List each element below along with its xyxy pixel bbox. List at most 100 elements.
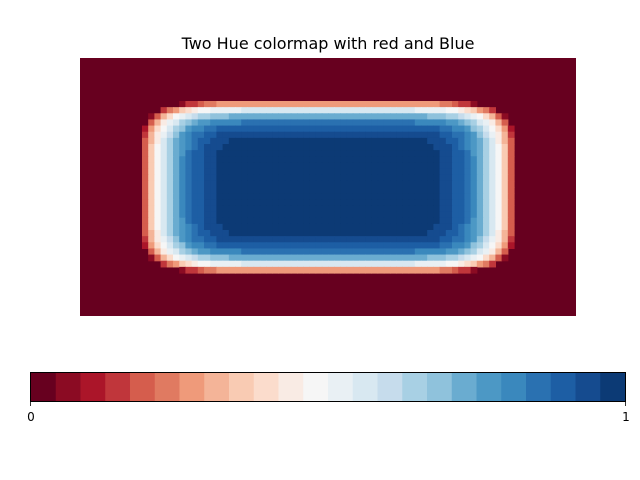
heatmap-cell — [352, 174, 360, 182]
heatmap-cell — [142, 199, 149, 207]
heatmap-cell — [470, 187, 478, 194]
heatmap-cell — [334, 125, 341, 133]
heatmap-cell — [247, 119, 255, 127]
heatmap-cell — [427, 248, 434, 256]
heatmap-cell — [297, 125, 304, 133]
heatmap-cell — [216, 107, 224, 114]
heatmap-cell — [439, 199, 447, 207]
heatmap-cell — [228, 101, 236, 108]
heatmap-cell — [396, 125, 403, 133]
heatmap-cell — [303, 168, 310, 176]
heatmap-cell — [489, 107, 496, 114]
heatmap-cell — [216, 144, 224, 151]
heatmap-cell — [284, 162, 292, 170]
heatmap-cell — [346, 266, 354, 274]
heatmap-cell — [241, 223, 248, 231]
heatmap-cell — [334, 248, 341, 256]
heatmap-cell — [142, 174, 149, 182]
heatmap-cell — [445, 223, 453, 231]
heatmap-cell — [315, 236, 323, 243]
heatmap-cell — [204, 125, 211, 133]
heatmap-cell — [396, 113, 403, 121]
heatmap-cell — [445, 137, 453, 145]
heatmap-cell — [266, 156, 273, 164]
heatmap-cell — [284, 236, 292, 243]
heatmap-cell — [148, 236, 155, 243]
heatmap-cell — [309, 137, 317, 145]
heatmap-cell — [272, 254, 279, 262]
heatmap-cell — [222, 144, 230, 151]
heatmap-cell — [315, 168, 323, 176]
heatmap-cell — [445, 144, 453, 151]
heatmap-cell — [266, 223, 273, 231]
heatmap-cell — [377, 211, 385, 219]
heatmap-cell — [228, 242, 236, 250]
heatmap-plot-area — [80, 58, 576, 316]
heatmap-cell — [458, 125, 465, 133]
heatmap-cell — [414, 125, 422, 133]
heatmap-cell — [166, 217, 174, 225]
heatmap-cell — [290, 248, 298, 256]
heatmap-cell — [222, 101, 230, 108]
heatmap-cell — [433, 144, 441, 151]
heatmap-cell — [197, 199, 205, 207]
heatmap-cell — [359, 113, 366, 121]
heatmap-cell — [452, 260, 459, 268]
heatmap-cell — [204, 217, 211, 225]
heatmap-cell — [396, 211, 403, 219]
heatmap-cell — [359, 107, 366, 114]
heatmap-cell — [321, 187, 329, 194]
heatmap-cell — [396, 137, 403, 145]
heatmap-cell — [185, 168, 193, 176]
heatmap-cell — [179, 266, 186, 274]
heatmap-cell — [272, 125, 279, 133]
heatmap-cell — [352, 131, 360, 139]
heatmap-cell — [315, 144, 323, 151]
heatmap-cell — [222, 137, 230, 145]
heatmap-cell — [334, 107, 341, 114]
heatmap-cell — [321, 230, 329, 237]
heatmap-cell — [359, 187, 366, 194]
heatmap-cell — [328, 223, 335, 231]
heatmap-cell — [414, 174, 422, 182]
heatmap-cell — [452, 223, 459, 231]
heatmap-cell — [191, 193, 199, 200]
heatmap-cell — [272, 193, 279, 200]
heatmap-cell — [365, 131, 372, 139]
heatmap-cell — [241, 144, 248, 151]
heatmap-cell — [445, 254, 453, 262]
heatmap-cell — [452, 168, 459, 176]
heatmap-cell — [185, 187, 193, 194]
heatmap-cell — [204, 193, 211, 200]
heatmap-cell — [377, 168, 385, 176]
heatmap-cell — [483, 199, 490, 207]
heatmap-cell — [433, 131, 441, 139]
heatmap-cell — [346, 137, 354, 145]
heatmap-cell — [489, 125, 496, 133]
heatmap-cell — [278, 205, 286, 213]
heatmap-cell — [173, 223, 180, 231]
heatmap-cell — [489, 137, 496, 145]
heatmap-cell — [297, 137, 304, 145]
heatmap-cell — [142, 236, 149, 243]
heatmap-cell — [383, 248, 391, 256]
heatmap-cell — [458, 230, 465, 237]
heatmap-cell — [489, 180, 496, 188]
heatmap-cell — [377, 230, 385, 237]
heatmap-cell — [290, 101, 298, 108]
heatmap-cell — [464, 236, 472, 243]
heatmap-cell — [148, 150, 155, 157]
heatmap-cell — [160, 260, 168, 268]
heatmap-cell — [458, 223, 465, 231]
heatmap-cell — [309, 125, 317, 133]
heatmap-cell — [266, 205, 273, 213]
heatmap-cell — [507, 150, 515, 157]
heatmap-cell — [340, 211, 348, 219]
heatmap-cell — [371, 242, 379, 250]
heatmap-cell — [371, 260, 379, 268]
heatmap-cell — [216, 242, 224, 250]
heatmap-cell — [241, 113, 248, 121]
heatmap-cell — [365, 144, 372, 151]
heatmap-cell — [253, 107, 261, 114]
heatmap-cell — [452, 230, 459, 237]
